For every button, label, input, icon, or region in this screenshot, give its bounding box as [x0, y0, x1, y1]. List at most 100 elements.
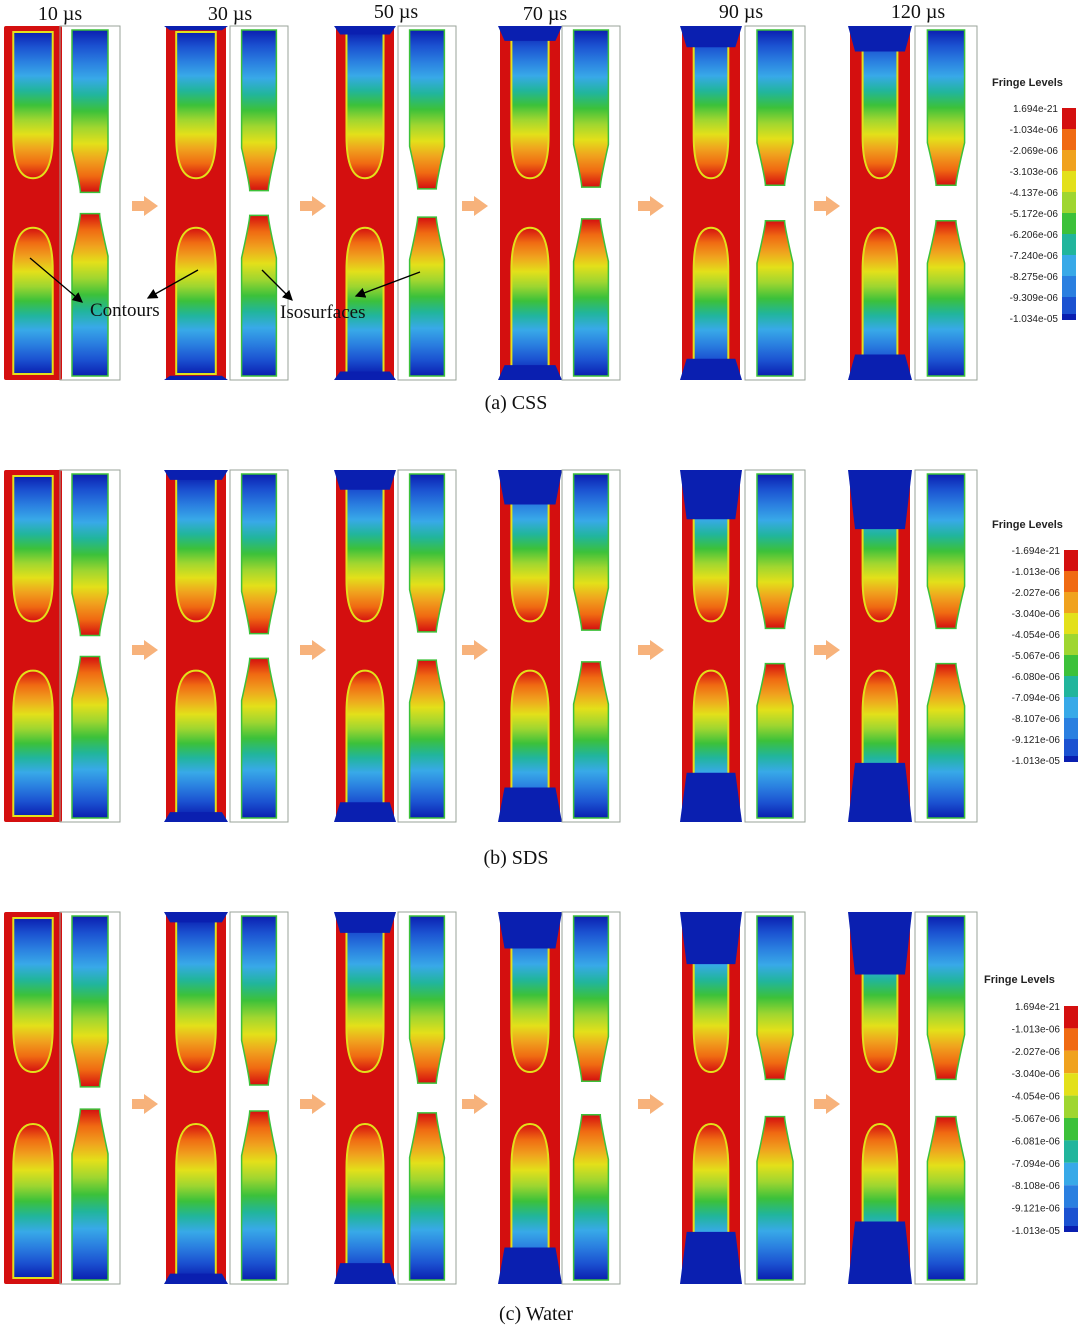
time-label-70us: 70 µs — [523, 3, 568, 25]
contour-bottom-cap — [164, 375, 228, 380]
legend-color-swatch — [1062, 150, 1076, 171]
isosurface-plot-r1-t1 — [229, 469, 289, 823]
time-label-90us: 90 µs — [719, 1, 764, 23]
contour-plot-r0-t0 — [4, 26, 62, 380]
legend-color-swatch — [1064, 1207, 1078, 1230]
contour-bottom-cap — [680, 1231, 742, 1284]
iso-upper-slug — [71, 915, 109, 1088]
legend-color-swatch — [1064, 676, 1078, 697]
isosurface-plot-r2-t0 — [59, 911, 121, 1285]
iso-upper-slug — [240, 915, 278, 1086]
iso-outline-box — [229, 469, 289, 823]
iso-upper-slug — [756, 473, 794, 630]
legend-level-label: -2.027e-06 — [1012, 588, 1061, 599]
contour-top-cap — [848, 470, 912, 530]
contour-upper-lobe — [175, 917, 217, 1073]
legend-level-label: -8.107e-06 — [1012, 714, 1061, 725]
iso-upper-slug — [71, 473, 109, 637]
contour-top-cap — [498, 470, 562, 505]
contour-bottom-cap — [848, 354, 912, 380]
legend-level-label: 1.694e-21 — [1015, 1002, 1060, 1013]
legend-color-swatch — [1064, 1118, 1078, 1141]
contour-lower-lobe — [692, 226, 730, 375]
annotation-callouts: Contours Isosurfaces — [29, 257, 421, 323]
contours-arrow-right — [146, 269, 199, 299]
contour-upper-lobe — [510, 475, 550, 623]
isosurface-plot-r0-t0 — [59, 25, 121, 381]
iso-upper-slug — [926, 915, 966, 1081]
contour-plot-r1-t1 — [164, 470, 228, 822]
isosurface-plot-r2-t5 — [914, 911, 978, 1285]
contour-top-cap — [164, 26, 228, 31]
legend-level-label: -7.094e-06 — [1012, 1159, 1061, 1170]
contour-bottom-cap — [334, 1263, 396, 1284]
iso-upper-slug — [71, 29, 109, 194]
isosurface-plot-r1-t2 — [397, 469, 457, 823]
legend-level-label: -1.694e-21 — [1012, 546, 1061, 557]
isosurface-plot-r0-t5 — [914, 25, 978, 381]
iso-lower-slug — [240, 1110, 278, 1281]
legend-level-label: -2.069e-06 — [1010, 146, 1059, 157]
legend-color-swatch — [1064, 1028, 1078, 1051]
isosurface-plot-r0-t1 — [229, 25, 289, 381]
legend-sds: Fringe Levels -1.694e-21 -1.013e-06 -2.027… — [992, 519, 1078, 767]
iso-upper-slug — [756, 915, 794, 1081]
contour-plot-r2-t3 — [498, 912, 562, 1284]
contour-bottom-cap — [680, 772, 742, 822]
legend-color-swatch — [1064, 739, 1078, 760]
isosurface-plot-r1-t4 — [744, 469, 806, 823]
iso-lower-slug — [572, 1113, 610, 1281]
contour-plot-r1-t3 — [498, 470, 562, 822]
legend-level-label: -9.309e-06 — [1010, 293, 1059, 304]
legend-level-label: -8.108e-06 — [1012, 1181, 1061, 1192]
contour-lower-lobe — [510, 669, 550, 817]
iso-lower-slug — [756, 1115, 794, 1281]
legend-scale-css: 1.694e-21 -1.034e-06 -2.069e-06 -3.103e-06 -… — [1010, 104, 1076, 325]
time-step-arrow — [300, 640, 326, 660]
iso-lower-slug — [71, 1108, 109, 1281]
legend-scale-water: 1.694e-21 -1.013e-06 -2.027e-06 -3.040e-06 -… — [1012, 1002, 1078, 1237]
caption-water: (c) Water — [499, 1303, 573, 1325]
iso-outline-box — [229, 25, 289, 381]
iso-outline-box — [914, 469, 978, 823]
legend-color-swatch — [1064, 1095, 1078, 1118]
isosurface-plot-r2-t3 — [561, 911, 621, 1285]
contour-bottom-cap — [164, 812, 228, 822]
legend-color-swatch — [1064, 613, 1078, 634]
iso-upper-slug — [926, 29, 966, 187]
contour-bottom-cap — [334, 802, 396, 822]
legend-level-label: -1.013e-05 — [1012, 1226, 1061, 1237]
legend-level-label: -1.034e-06 — [1010, 125, 1059, 136]
iso-upper-slug — [926, 473, 966, 630]
iso-lower-slug — [71, 655, 109, 819]
time-step-arrow — [462, 196, 488, 216]
contour-plot-r0-t4 — [680, 26, 742, 380]
contour-top-cap — [164, 470, 228, 480]
contour-bottom-cap — [848, 762, 912, 822]
iso-lower-slug — [756, 662, 794, 819]
iso-upper-slug — [572, 473, 610, 631]
isosurface-plot-r1-t0 — [59, 469, 121, 823]
isosurface-plot-r0-t4 — [744, 25, 806, 381]
legend-level-label: -1.034e-05 — [1010, 314, 1059, 325]
contour-top-cap — [334, 470, 396, 490]
contour-lower-lobe — [175, 669, 217, 817]
legend-color-swatch — [1064, 571, 1078, 592]
contour-lower-lobe — [175, 226, 217, 375]
legend-color-swatch — [1064, 1073, 1078, 1096]
contour-top-cap — [848, 912, 912, 975]
iso-outline-box — [561, 469, 621, 823]
isosurface-plot-r2-t4 — [744, 911, 806, 1285]
contours-arrow-left — [29, 257, 83, 303]
contour-upper-lobe — [175, 475, 217, 623]
legend-level-label: -5.067e-06 — [1012, 651, 1061, 662]
legend-color-swatch — [1064, 1226, 1078, 1232]
iso-upper-slug — [572, 29, 610, 188]
legend-color-swatch — [1062, 108, 1076, 129]
contour-plot-r0-t5 — [848, 26, 912, 380]
legend-color-swatch — [1062, 255, 1076, 276]
legend-level-label: -9.121e-06 — [1012, 1204, 1061, 1215]
contour-bottom-cap — [498, 365, 562, 380]
contour-top-cap — [680, 470, 742, 520]
iso-outline-box — [561, 911, 621, 1285]
